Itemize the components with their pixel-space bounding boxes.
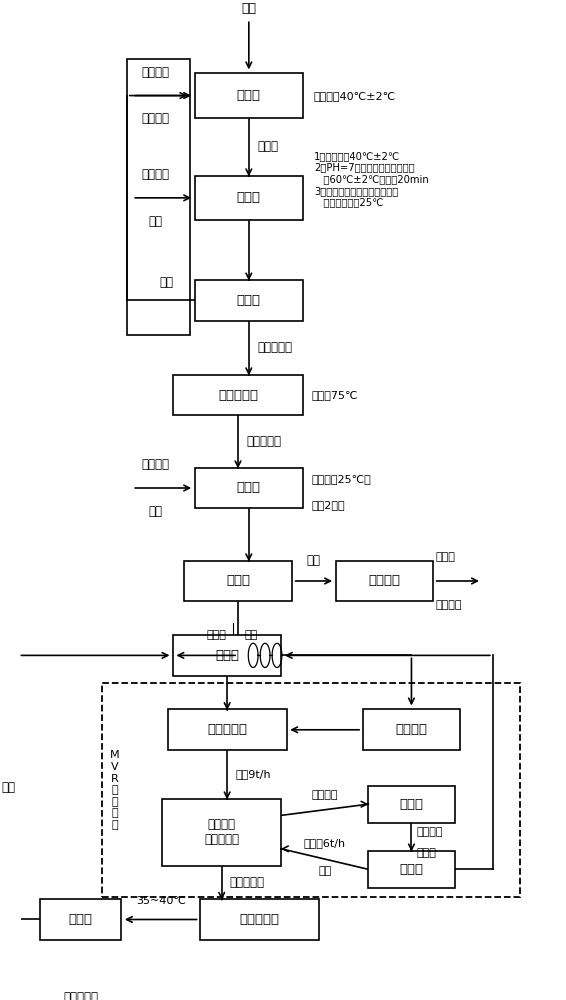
Text: 结晶釜: 结晶釜 xyxy=(237,481,261,494)
Bar xyxy=(173,635,281,676)
Bar xyxy=(195,73,303,118)
Text: 离心机: 离心机 xyxy=(69,913,93,926)
Text: M
V
R
结
晶
系
统: M V R 结 晶 系 统 xyxy=(110,750,119,830)
Text: 氨基乙酸: 氨基乙酸 xyxy=(436,600,462,610)
Text: 加热器: 加热器 xyxy=(400,863,423,876)
Text: 固体混合物: 固体混合物 xyxy=(257,341,292,354)
Text: 慢慢加入: 慢慢加入 xyxy=(142,458,170,471)
Bar xyxy=(40,899,122,940)
Text: 液体: 液体 xyxy=(2,781,16,794)
Text: 慢慢通入: 慢慢通入 xyxy=(142,168,170,181)
Text: 甲醇: 甲醇 xyxy=(149,505,162,518)
Text: 流量9t/h: 流量9t/h xyxy=(235,769,271,779)
Text: 物料缓冲罐: 物料缓冲罐 xyxy=(207,723,247,736)
Text: 固体: 固体 xyxy=(307,554,321,567)
Text: 工业级: 工业级 xyxy=(436,552,456,562)
Text: 冷却结晶器: 冷却结晶器 xyxy=(239,913,280,926)
Text: 母液: 母液 xyxy=(159,276,173,289)
Text: 晶浆悬浮液: 晶浆悬浮液 xyxy=(230,876,265,889)
Text: 蒸发量6t/h: 蒸发量6t/h xyxy=(303,838,346,848)
Text: 预热器: 预热器 xyxy=(215,649,239,662)
Text: 乌洛托品: 乌洛托品 xyxy=(142,112,170,125)
Text: 溶解釜: 溶解釜 xyxy=(237,89,261,102)
Text: 二次溶解液: 二次溶解液 xyxy=(246,435,281,448)
Bar xyxy=(162,799,281,866)
Text: 氨气: 氨气 xyxy=(149,215,162,228)
Text: 原液: 原液 xyxy=(245,630,258,640)
Text: 二次溶解釜: 二次溶解釜 xyxy=(218,389,258,402)
Bar xyxy=(168,709,287,750)
Bar xyxy=(173,375,303,415)
Bar xyxy=(363,709,460,750)
Text: 烘干工段: 烘干工段 xyxy=(368,574,400,587)
Text: 搅拌2小时: 搅拌2小时 xyxy=(311,500,345,510)
Text: 一次蒸汽: 一次蒸汽 xyxy=(311,790,338,800)
Bar xyxy=(368,851,455,888)
Bar xyxy=(200,899,319,940)
Text: 去甲醇: 去甲醇 xyxy=(207,630,226,640)
Text: 压缩机: 压缩机 xyxy=(400,798,423,811)
Bar xyxy=(336,561,433,601)
Text: 甲醇: 甲醇 xyxy=(241,2,256,15)
Text: 冷凝液: 冷凝液 xyxy=(417,848,437,858)
Text: 升温至75℃: 升温至75℃ xyxy=(311,390,358,400)
Bar xyxy=(195,280,303,321)
Text: 氯化铵晶体: 氯化铵晶体 xyxy=(63,991,98,1000)
Bar xyxy=(368,786,455,823)
Text: 溶解液: 溶解液 xyxy=(257,140,278,153)
Bar xyxy=(127,59,190,335)
Text: 离心机: 离心机 xyxy=(237,294,261,307)
Text: 强制循环
结晶分离器: 强制循环 结晶分离器 xyxy=(204,818,239,846)
Text: 温度保持40℃±2℃: 温度保持40℃±2℃ xyxy=(314,91,396,101)
Text: 反应釜: 反应釜 xyxy=(237,191,261,204)
Text: 35~40℃: 35~40℃ xyxy=(136,896,186,906)
Text: 热量: 热量 xyxy=(318,866,331,876)
Text: 温度保持25℃，: 温度保持25℃， xyxy=(311,474,371,484)
Bar xyxy=(195,176,303,220)
Text: 脱水装置: 脱水装置 xyxy=(396,723,427,736)
Bar xyxy=(102,683,520,897)
Text: 1、温度保持40℃±2℃
2、PH=7时停止通入氨气，升温
   至60℃±2℃，保温20min
3、继续通入氨气至氯乙酸完全
   反应，降温至25℃: 1、温度保持40℃±2℃ 2、PH=7时停止通入氨气，升温 至60℃±2℃，保温… xyxy=(314,151,428,207)
Bar xyxy=(184,561,292,601)
Text: 氯乙酸、: 氯乙酸、 xyxy=(142,66,170,79)
Text: 离心机: 离心机 xyxy=(226,574,250,587)
Bar xyxy=(195,468,303,508)
Text: 二次蒸汽: 二次蒸汽 xyxy=(417,827,443,837)
